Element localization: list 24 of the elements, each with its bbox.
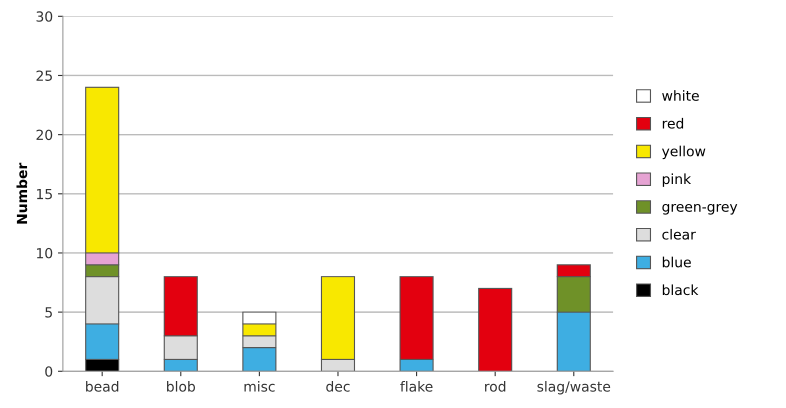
x-tick-label: flake [400, 381, 433, 392]
x-tick-label: slag/waste [537, 381, 610, 394]
legend-label: clear [662, 228, 696, 240]
legend-label: pink [662, 173, 692, 187]
x-tick-label: dec [326, 381, 350, 392]
y-tick-label: 30 [36, 11, 52, 22]
y-tick-label: 5 [45, 307, 52, 318]
y-tick-label: 20 [36, 130, 52, 140]
x-tick-label: bead [86, 381, 118, 392]
y-axis-title: Number [16, 162, 28, 224]
legend-label: yellow [662, 146, 706, 160]
legend-label: black [662, 284, 698, 296]
legend-label: blue [662, 256, 691, 268]
y-tick-label: 0 [45, 366, 52, 377]
legend-label: red [662, 118, 684, 129]
x-tick-label: misc [244, 381, 275, 392]
y-tick-label: 25 [36, 70, 52, 81]
y-tick-label: 10 [37, 248, 52, 258]
x-tick-label: blob [167, 381, 196, 392]
legend-label: white [662, 90, 699, 101]
x-tick-label: rod [485, 381, 506, 392]
y-tick-label: 15 [37, 188, 52, 200]
legend-label: green-grey [662, 204, 738, 215]
bar [478, 288, 512, 372]
